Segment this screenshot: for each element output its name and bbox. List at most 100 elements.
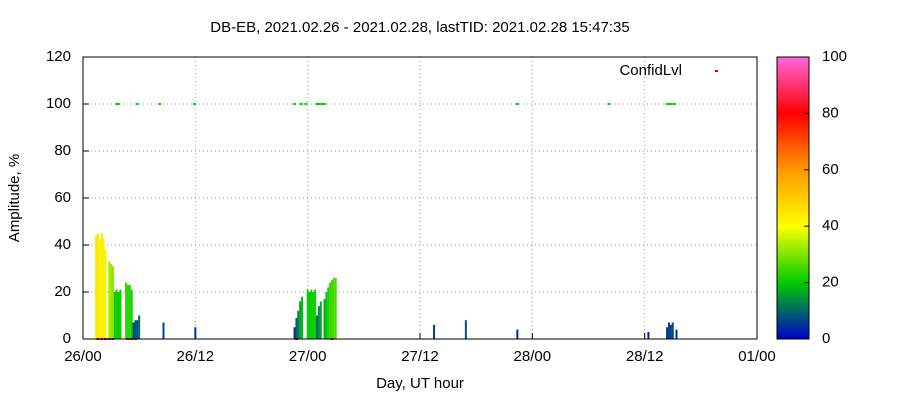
bar bbox=[329, 282, 332, 339]
y-tick-label: 0 bbox=[63, 330, 71, 347]
bar bbox=[433, 324, 436, 339]
bar bbox=[138, 315, 141, 339]
confid-point bbox=[158, 103, 162, 105]
confid-point bbox=[135, 103, 139, 105]
colorbar-tick-label: 40 bbox=[822, 217, 839, 234]
bar bbox=[319, 301, 322, 339]
bar bbox=[100, 233, 103, 339]
bar bbox=[130, 289, 133, 339]
bar bbox=[128, 284, 131, 339]
bar bbox=[136, 320, 139, 339]
colorbar-tick-label: 100 bbox=[822, 48, 847, 65]
confid-point bbox=[293, 103, 297, 105]
y-axis-label: Amplitude, % bbox=[6, 154, 23, 242]
bar bbox=[117, 292, 120, 339]
confid-point bbox=[299, 103, 303, 105]
confid-point bbox=[669, 103, 673, 105]
bar bbox=[317, 306, 320, 339]
bar bbox=[111, 266, 114, 339]
confid-point bbox=[317, 103, 321, 105]
bar bbox=[671, 322, 674, 339]
colorbar bbox=[776, 56, 810, 340]
confid-point bbox=[192, 103, 196, 105]
bar bbox=[668, 322, 671, 339]
y-tick-label: 60 bbox=[54, 189, 71, 206]
bar bbox=[464, 320, 467, 339]
confid-point bbox=[117, 103, 121, 105]
bar bbox=[312, 292, 315, 339]
bar bbox=[323, 299, 326, 339]
bar bbox=[310, 289, 313, 339]
y-tick-label: 80 bbox=[54, 142, 71, 159]
confid-point bbox=[673, 103, 677, 105]
y-tick-label: 40 bbox=[54, 236, 71, 253]
bar bbox=[332, 277, 335, 339]
bar bbox=[666, 327, 669, 339]
x-tick-label: 26/00 bbox=[64, 348, 102, 365]
confid-point bbox=[323, 103, 327, 105]
bar bbox=[306, 289, 309, 339]
bar bbox=[516, 329, 519, 339]
bar bbox=[115, 289, 118, 339]
bar bbox=[293, 327, 296, 339]
colorbar-tick-label: 0 bbox=[822, 330, 830, 347]
chart-title: DB-EB, 2021.02.26 - 2021.02.28, lastTID:… bbox=[210, 19, 629, 36]
bar bbox=[316, 315, 319, 339]
bar bbox=[194, 327, 197, 339]
bar bbox=[126, 284, 129, 339]
bar bbox=[162, 322, 165, 339]
bar bbox=[299, 301, 302, 339]
bar bbox=[98, 240, 101, 339]
bar bbox=[297, 310, 300, 339]
confid-point bbox=[665, 103, 669, 105]
legend-marker bbox=[715, 70, 718, 72]
confid-point bbox=[315, 103, 319, 105]
plot-frame bbox=[82, 56, 758, 340]
bar bbox=[125, 282, 128, 339]
confid-point bbox=[607, 103, 611, 105]
bar bbox=[675, 329, 678, 339]
bar bbox=[331, 280, 334, 339]
bar bbox=[647, 331, 650, 339]
confid-point bbox=[515, 103, 519, 105]
x-tick-label: 26/12 bbox=[177, 348, 215, 365]
bar bbox=[308, 292, 311, 339]
colorbar-tick-label: 20 bbox=[822, 274, 839, 291]
bar bbox=[119, 289, 122, 339]
bar bbox=[113, 292, 116, 339]
bar bbox=[334, 277, 337, 339]
x-tick-label: 28/12 bbox=[626, 348, 664, 365]
bar bbox=[669, 324, 672, 339]
confid-point bbox=[115, 103, 119, 105]
bar bbox=[110, 263, 113, 339]
bar bbox=[108, 261, 111, 339]
confid-point bbox=[321, 103, 325, 105]
bar bbox=[134, 320, 137, 339]
bar bbox=[327, 287, 330, 339]
confid-point bbox=[304, 103, 308, 105]
y-tick-label: 20 bbox=[54, 283, 71, 300]
bar bbox=[132, 322, 135, 339]
bar bbox=[325, 292, 328, 339]
y-tick-label: 100 bbox=[46, 95, 71, 112]
x-tick-label: 01/00 bbox=[738, 348, 776, 365]
legend-label: ConfidLvl bbox=[619, 62, 682, 79]
confid-point bbox=[667, 103, 671, 105]
bar bbox=[314, 289, 317, 339]
bar bbox=[102, 237, 105, 339]
confid-point bbox=[319, 103, 323, 105]
colorbar-tick-label: 60 bbox=[822, 161, 839, 178]
bar bbox=[96, 233, 99, 339]
y-tick-label: 120 bbox=[46, 48, 71, 65]
x-tick-label: 27/00 bbox=[289, 348, 327, 365]
bar bbox=[95, 235, 98, 339]
x-tick-label: 28/00 bbox=[514, 348, 552, 365]
bar bbox=[104, 249, 107, 339]
confid-point bbox=[671, 103, 675, 105]
bar bbox=[295, 317, 298, 339]
colorbar-tick-label: 80 bbox=[822, 104, 839, 121]
x-axis-label: Day, UT hour bbox=[376, 375, 464, 392]
x-tick-label: 27/12 bbox=[401, 348, 439, 365]
bar bbox=[301, 296, 304, 339]
